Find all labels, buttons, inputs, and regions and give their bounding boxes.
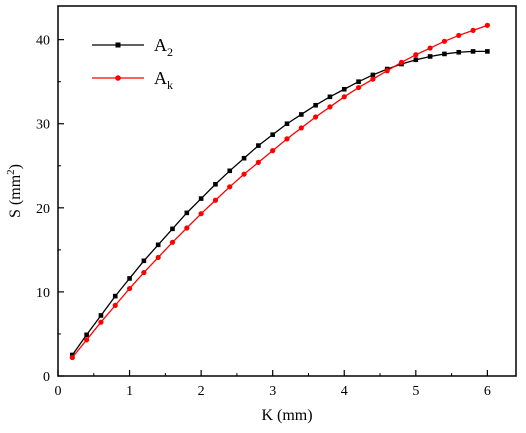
y-tick-label: 0	[43, 370, 50, 385]
data-point	[370, 76, 376, 82]
data-point	[284, 136, 290, 142]
x-tick-label: 3	[269, 384, 276, 399]
data-point	[284, 121, 290, 127]
series-Ak	[69, 22, 490, 361]
data-point	[298, 125, 304, 131]
data-point	[69, 354, 75, 361]
data-point	[141, 269, 147, 276]
legend-label-a2-base: A	[154, 35, 167, 55]
data-point	[470, 27, 476, 33]
data-point	[127, 276, 132, 281]
data-point	[227, 184, 233, 190]
data-point	[456, 32, 462, 39]
x-tick-label: 4	[341, 384, 348, 399]
data-point	[155, 254, 161, 261]
data-point	[255, 159, 261, 166]
data-point	[126, 285, 133, 292]
data-point	[112, 293, 118, 299]
data-point	[256, 143, 261, 148]
data-point	[341, 94, 347, 100]
data-point	[327, 94, 333, 100]
x-tick-label: 6	[484, 384, 491, 399]
data-point	[270, 132, 275, 137]
legend-label-a2: A2	[154, 35, 173, 59]
y-axis-label: S (mm2)	[5, 164, 24, 218]
legend-entry-ak: Ak	[92, 68, 173, 92]
data-point	[198, 211, 204, 217]
data-point	[441, 38, 448, 44]
data-point	[227, 168, 233, 174]
legend-entry-a2: A2	[92, 35, 173, 59]
x-tick-label: 0	[55, 384, 62, 399]
data-point	[112, 302, 118, 308]
y-axis-label-main: S (mm	[7, 174, 24, 218]
legend-marker-ak	[115, 75, 121, 81]
data-point	[299, 112, 304, 117]
series-layer	[69, 22, 490, 361]
plot-frame	[57, 5, 517, 377]
data-point	[141, 258, 147, 264]
data-point	[213, 181, 218, 187]
data-point	[484, 22, 490, 28]
legend-label-ak: Ak	[154, 68, 173, 92]
data-point	[313, 114, 319, 120]
series-A2	[70, 49, 490, 358]
legend-label-ak-base: A	[154, 68, 167, 88]
x-axis-label: K (mm)	[261, 407, 312, 424]
y-tick-label: 30	[36, 118, 50, 133]
data-point	[98, 313, 104, 318]
series-line	[71, 50, 488, 356]
data-point	[413, 52, 419, 58]
data-point	[356, 79, 361, 84]
data-point	[169, 239, 176, 245]
data-point	[98, 319, 104, 325]
data-point	[427, 54, 433, 59]
data-point	[241, 155, 247, 161]
data-point	[84, 337, 90, 343]
data-point	[313, 102, 318, 108]
x-tick-label: 1	[126, 384, 133, 399]
axis-ticks: 0 1 2 3 4 5 6 0 10 20 30 40	[36, 34, 491, 399]
legend-marker-a2	[115, 42, 121, 48]
data-point	[413, 57, 419, 63]
data-point	[84, 332, 89, 338]
data-point	[470, 49, 476, 54]
data-point	[212, 197, 219, 203]
data-point	[327, 104, 333, 110]
legend-label-a2-sub: 2	[167, 45, 173, 59]
data-point	[442, 51, 447, 57]
data-point	[198, 196, 204, 201]
data-point	[341, 86, 347, 92]
series-line	[71, 24, 488, 358]
data-point	[398, 59, 405, 65]
data-point	[427, 45, 433, 51]
data-point	[384, 68, 390, 74]
y-tick-label: 10	[36, 286, 50, 301]
data-point	[485, 49, 490, 54]
data-point	[155, 242, 161, 248]
data-point	[184, 225, 190, 231]
data-point	[241, 171, 247, 177]
data-point	[184, 210, 190, 216]
data-point	[355, 84, 362, 91]
x-tick-label: 5	[412, 384, 419, 399]
data-point	[170, 226, 175, 232]
data-point	[456, 49, 462, 55]
data-point	[270, 148, 276, 154]
y-tick-label: 40	[36, 34, 50, 49]
y-tick-label: 20	[36, 202, 50, 217]
legend-label-ak-sub: k	[167, 78, 173, 92]
y-axis-label-close: )	[7, 164, 24, 169]
y-axis-label-sup: 2	[5, 169, 17, 175]
x-tick-label: 2	[198, 384, 205, 399]
legend: A2 Ak	[92, 35, 173, 92]
data-point	[370, 72, 376, 78]
